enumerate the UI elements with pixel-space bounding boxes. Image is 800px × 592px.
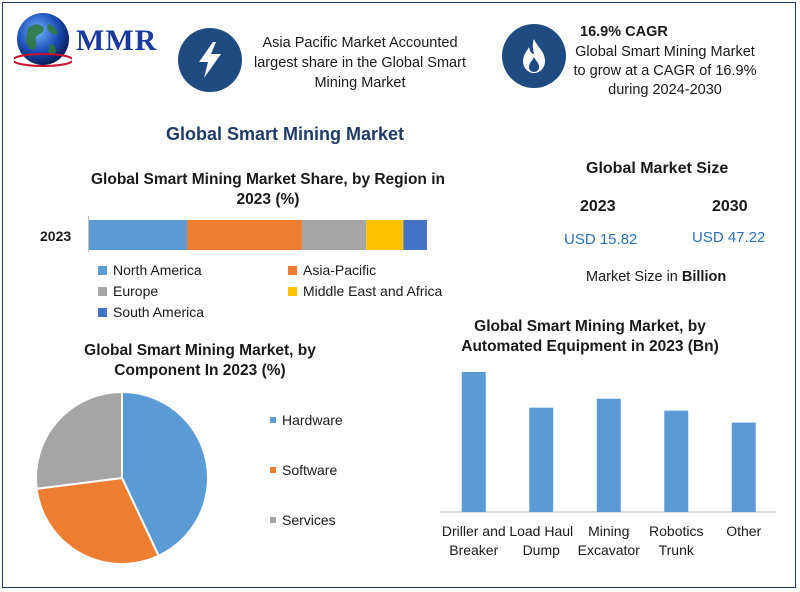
legend-label: South America: [113, 304, 205, 320]
equipment-bar-driller-and-breaker: [461, 371, 486, 512]
legend-label: Hardware: [282, 412, 343, 428]
highlight2-badge: [502, 24, 566, 88]
market-size-value-2023: USD 15.82: [564, 231, 638, 248]
flame-icon: [523, 39, 545, 73]
legend-swatch: [288, 265, 297, 275]
legend-hardware: Hardware: [270, 412, 343, 428]
component-pie-chart: [35, 390, 209, 565]
region-segment-south-america: [403, 220, 427, 250]
legend-label: Middle East and Africa: [303, 283, 443, 299]
legend-swatch: [98, 307, 107, 317]
legend-swatch: [98, 265, 107, 275]
legend-label: Services: [282, 512, 336, 528]
mmr-logo: MMR: [14, 10, 164, 72]
legend-swatch: [270, 467, 276, 473]
pie-slice-software: [35, 476, 160, 565]
component-chart-title: Global Smart Mining Market, by Component…: [84, 342, 316, 379]
legend-europe: Europe: [98, 283, 158, 299]
equipment-x-tick-label: Other: [726, 523, 762, 539]
region-stacked-bar: [89, 220, 427, 250]
cagr-title: 16.9% CAGR: [580, 24, 668, 40]
equipment-bar-mining-excavator: [596, 398, 621, 512]
globe-icon: [14, 13, 72, 67]
legend-middle-east-africa: Middle East and Africa: [288, 283, 442, 299]
legend-software: Software: [270, 462, 337, 478]
legend-services: Services: [270, 512, 336, 528]
region-segment-north-america: [89, 220, 188, 250]
market-size-title: Global Market Size: [586, 160, 729, 177]
market-size-note-unit: Billion: [681, 269, 727, 285]
legend-label: Europe: [113, 283, 159, 299]
equipment-bar-robotics-trunk: [664, 410, 689, 512]
region-segment-asia-pacific: [187, 220, 302, 250]
highlight1-badge: [178, 28, 242, 92]
equipment-bar-other: [731, 422, 756, 512]
region-segment-middle-east-and-africa: [366, 220, 404, 250]
legend-label: Software: [282, 462, 338, 478]
legend-swatch: [98, 286, 107, 296]
legend-asia-pacific: Asia-Pacific: [288, 262, 376, 278]
main-title: Global Smart Mining Market: [165, 124, 405, 144]
region-chart-title: Global Smart Mining Market Share, by Reg…: [91, 171, 445, 208]
lightning-bolt-icon: [199, 42, 221, 78]
region-segment-europe: [301, 220, 367, 250]
market-size-year-2030: 2030: [712, 198, 748, 215]
legend-north-america: North America: [98, 262, 202, 278]
equipment-bar-chart: [440, 371, 776, 513]
equipment-x-tick-label: Robotics Trunk: [649, 523, 704, 558]
legend-swatch: [288, 286, 297, 296]
legend-swatch: [270, 517, 276, 523]
legend-south-america: South America: [98, 304, 204, 320]
equipment-chart-title: Global Smart Mining Market, by Automated…: [461, 318, 719, 355]
equipment-x-tick-label: Load Haul Dump: [509, 523, 574, 558]
legend-swatch: [270, 417, 276, 423]
pie-slice-hardware: [121, 390, 209, 558]
pie-slice-services: [35, 390, 123, 490]
legend-label: Asia-Pacific: [303, 262, 377, 278]
legend-label: North America: [113, 262, 202, 278]
region-bar-category-label: 2023: [40, 228, 72, 244]
region-axis-line: [88, 216, 89, 252]
equipment-x-tick-label: Mining Excavator: [577, 523, 640, 558]
equipment-bar-load-haul-dump: [529, 407, 554, 512]
logo-text: MMR: [76, 24, 158, 57]
equipment-x-tick-label: Driller and Breaker: [441, 523, 506, 558]
market-size-note: Market Size in Billion: [586, 269, 726, 285]
market-size-note-prefix: Market Size in: [586, 269, 682, 285]
highlight2-text: Global Smart Mining Market to grow at a …: [573, 44, 757, 98]
market-size-value-2030: USD 47.22: [692, 229, 766, 246]
highlight1-text: Asia Pacific Market Accounted largest sh…: [254, 35, 466, 91]
market-size-year-2023: 2023: [580, 198, 616, 215]
